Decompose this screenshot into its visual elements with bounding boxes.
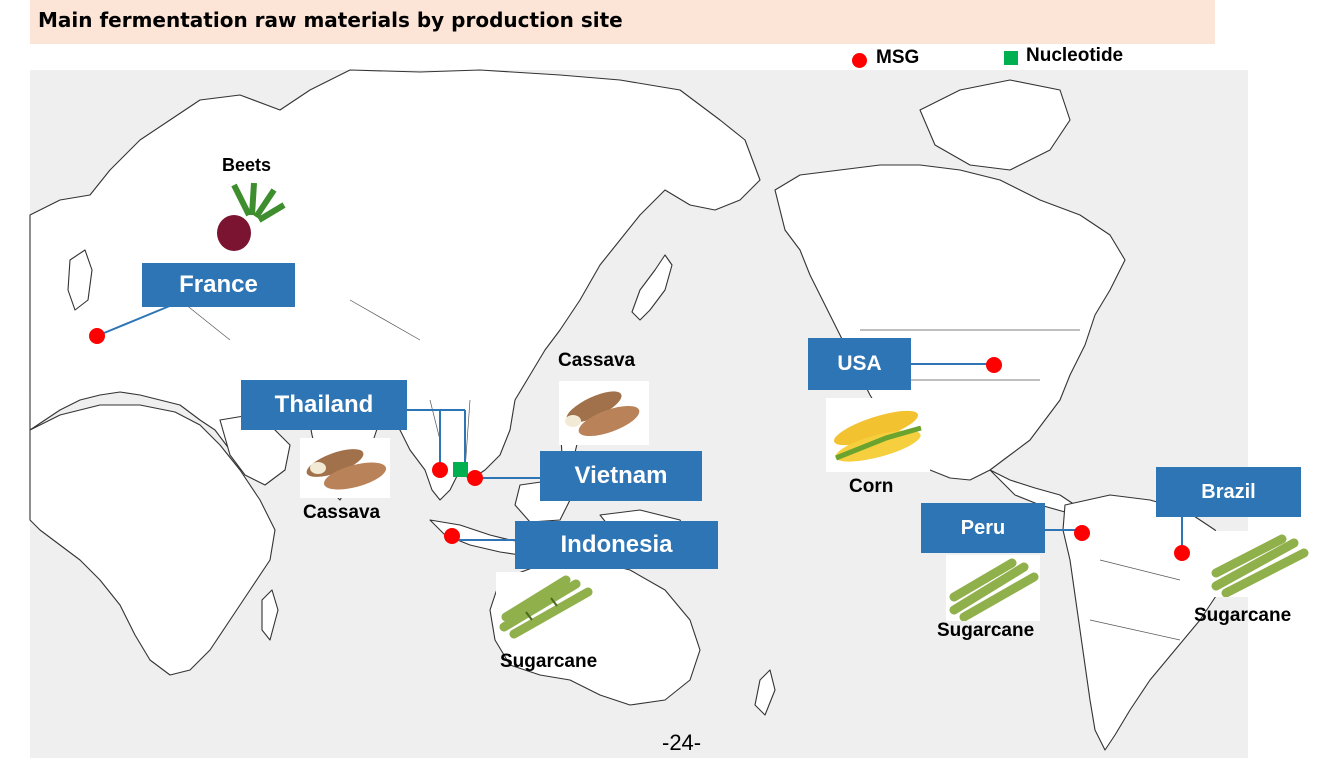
beets-label: Beets bbox=[222, 155, 272, 175]
africa-landmass bbox=[29, 404, 276, 676]
page-title: Main fermentation raw materials by produ… bbox=[38, 8, 623, 32]
greenland-landmass bbox=[919, 79, 1071, 171]
site-label-usa: USA bbox=[808, 338, 911, 390]
corn-icon bbox=[834, 410, 922, 462]
nucleotide-marker-thailand bbox=[453, 462, 468, 477]
cassava-label-vietnam: Cassava bbox=[558, 350, 636, 371]
sugarcane-icon bbox=[499, 575, 593, 639]
site-label-france: France bbox=[142, 263, 295, 307]
site-label-thailand: Thailand bbox=[241, 380, 407, 430]
nucleotide-legend-marker bbox=[1004, 51, 1018, 65]
new-zealand-landmass bbox=[754, 669, 776, 716]
site-label-brazil: Brazil bbox=[1156, 467, 1301, 517]
site-name: Thailand bbox=[274, 391, 374, 418]
site-name: Vietnam bbox=[574, 462, 668, 489]
sugarcane-icon bbox=[1211, 534, 1309, 598]
msg-marker-brazil bbox=[1174, 545, 1190, 561]
msg-marker-vietnam bbox=[467, 470, 483, 486]
site-label-vietnam: Vietnam bbox=[540, 451, 702, 501]
msg-marker-thailand bbox=[432, 462, 448, 478]
sugarcane-image-peru bbox=[946, 555, 1040, 622]
cassava-icon bbox=[306, 449, 387, 490]
corn-label: Corn bbox=[849, 476, 894, 497]
title-bar: Main fermentation raw materials by produ… bbox=[30, 0, 1215, 44]
site-name: Brazil bbox=[1201, 480, 1256, 503]
site-label-indonesia: Indonesia bbox=[515, 521, 718, 569]
msg-marker-indonesia bbox=[444, 528, 460, 544]
site-label-peru: Peru bbox=[921, 503, 1045, 553]
madagascar-landmass bbox=[261, 589, 279, 641]
sugarcane-icon bbox=[949, 558, 1039, 622]
site-name: Peru bbox=[960, 516, 1006, 539]
site-name: France bbox=[179, 271, 258, 298]
cassava-image-thailand bbox=[300, 438, 390, 498]
site-name: Indonesia bbox=[560, 531, 673, 558]
page-number: -24- bbox=[662, 730, 702, 755]
site-name: USA bbox=[837, 352, 882, 375]
uk-landmass bbox=[67, 249, 93, 311]
msg-legend-label: MSG bbox=[876, 47, 920, 68]
corn-image bbox=[826, 398, 930, 472]
msg-marker-peru bbox=[1074, 525, 1090, 541]
sugarcane-image-brazil bbox=[1208, 531, 1312, 598]
msg-legend-marker bbox=[852, 53, 867, 68]
sugarcane-image-indonesia bbox=[496, 572, 596, 640]
beet-icon bbox=[217, 182, 286, 251]
nucleotide-legend-label: Nucleotide bbox=[1026, 45, 1124, 66]
beet-image bbox=[204, 175, 296, 255]
msg-marker-usa bbox=[986, 357, 1002, 373]
sugarcane-label-indonesia: Sugarcane bbox=[500, 651, 598, 672]
cassava-image-vietnam bbox=[559, 381, 649, 445]
sugarcane-label-brazil: Sugarcane bbox=[1194, 605, 1292, 626]
japan-landmass bbox=[631, 254, 673, 321]
msg-marker-france bbox=[89, 328, 105, 344]
cassava-label-thailand: Cassava bbox=[303, 502, 381, 523]
cassava-icon bbox=[565, 391, 640, 437]
country-borders bbox=[179, 299, 1181, 641]
sugarcane-label-peru: Sugarcane bbox=[937, 620, 1035, 641]
